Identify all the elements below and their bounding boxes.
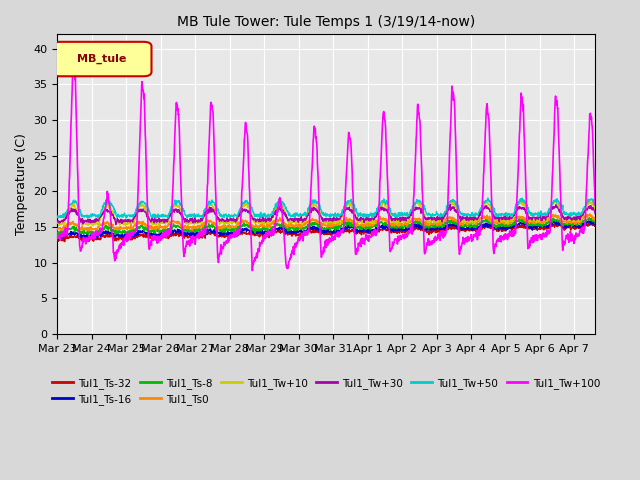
Text: MB_tule: MB_tule: [77, 54, 126, 64]
FancyBboxPatch shape: [52, 42, 152, 76]
Y-axis label: Temperature (C): Temperature (C): [15, 133, 28, 235]
Legend: Tul1_Ts-32, Tul1_Ts-16, Tul1_Ts-8, Tul1_Ts0, Tul1_Tw+10, Tul1_Tw+30, Tul1_Tw+50,: Tul1_Ts-32, Tul1_Ts-16, Tul1_Ts-8, Tul1_…: [48, 373, 604, 409]
Title: MB Tule Tower: Tule Temps 1 (3/19/14-now): MB Tule Tower: Tule Temps 1 (3/19/14-now…: [177, 15, 476, 29]
